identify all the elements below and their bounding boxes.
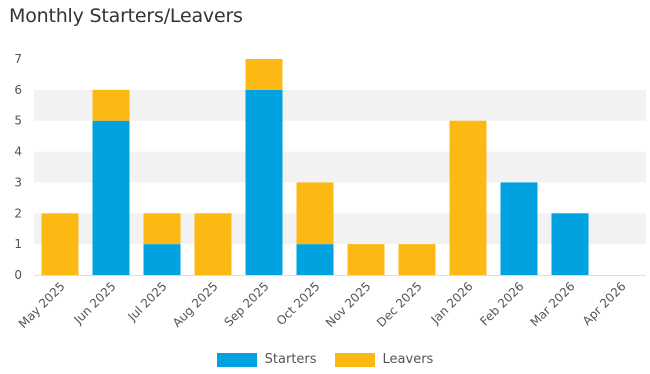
bar-starters: [92, 120, 130, 275]
grid-band: [34, 151, 646, 183]
y-tick-label: 6: [14, 83, 22, 97]
bar-leavers: [398, 244, 436, 275]
bar-leavers: [347, 244, 385, 275]
legend-label-leavers: Leavers: [382, 352, 434, 367]
x-tick-label: Nov 2025: [323, 279, 374, 330]
y-axis: 0 1 2 3 4 5 6 7: [14, 52, 22, 282]
x-tick-label: Jan 2026: [428, 279, 476, 327]
y-tick-label: 7: [14, 52, 22, 66]
legend-swatch-leavers: [334, 352, 375, 367]
x-tick-label: Oct 2025: [274, 279, 323, 328]
grid-band: [34, 89, 646, 121]
x-tick-label: Sep 2025: [221, 279, 271, 329]
bar-leavers: [449, 120, 487, 275]
x-axis: May 2025 Jun 2025 Jul 2025 Aug 2025 Sep 2025…: [16, 279, 629, 331]
x-tick-label: Jun 2025: [70, 279, 118, 327]
bar-starters: [500, 182, 538, 275]
x-tick-label: Jul 2025: [124, 279, 169, 324]
x-tick-label: Dec 2025: [374, 279, 425, 330]
x-tick-label: Feb 2026: [477, 279, 526, 328]
y-tick-label: 2: [14, 206, 22, 220]
bar-leavers: [245, 59, 283, 90]
bar-leavers: [41, 213, 79, 275]
y-tick-label: 0: [14, 268, 22, 282]
y-tick-label: 4: [14, 145, 22, 159]
bar-starters: [143, 244, 181, 275]
bar-leavers: [143, 213, 181, 245]
bar-leavers: [194, 213, 232, 275]
grid-band: [34, 59, 646, 90]
stacked-bar-chart: 0 1 2 3 4 5 6 7 May 2025 Jun 2025 Jul 2025 Aug 202…: [14, 52, 646, 331]
bars: [41, 59, 589, 275]
bar-starters: [296, 244, 334, 275]
bar-starters: [245, 89, 283, 275]
grid-bands: [34, 59, 646, 276]
grid-band: [34, 120, 646, 152]
bar-starters: [551, 213, 589, 275]
bar-leavers: [92, 89, 130, 121]
legend-swatch-starters: [216, 352, 257, 367]
y-tick-label: 1: [14, 237, 22, 251]
grid-band: [34, 244, 646, 275]
y-tick-label: 5: [14, 114, 22, 128]
grid-band: [34, 213, 646, 245]
x-tick-label: May 2025: [16, 279, 68, 331]
y-tick-label: 3: [14, 175, 22, 189]
legend-item-starters[interactable]: Starters: [216, 352, 317, 367]
legend: Starters Leavers: [0, 352, 650, 367]
x-tick-label: Apr 2026: [580, 279, 629, 328]
bar-leavers: [296, 182, 334, 245]
x-tick-label: Aug 2025: [170, 279, 221, 330]
chart-title: Monthly Starters/Leavers: [9, 5, 243, 27]
x-tick-label: Mar 2026: [527, 279, 577, 329]
legend-item-leavers[interactable]: Leavers: [334, 352, 434, 367]
legend-label-starters: Starters: [264, 352, 317, 367]
grid-band: [34, 182, 646, 214]
